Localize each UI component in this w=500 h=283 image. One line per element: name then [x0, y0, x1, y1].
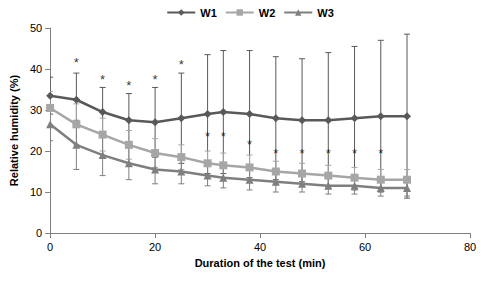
svg-text:0: 0 — [47, 241, 53, 253]
svg-text:60: 60 — [359, 241, 371, 253]
svg-text:*: * — [352, 146, 357, 161]
svg-text:*: * — [126, 78, 131, 93]
svg-text:*: * — [300, 146, 305, 161]
svg-text:20: 20 — [30, 145, 42, 157]
svg-text:*: * — [247, 137, 252, 152]
svg-text:Duration of the test (min): Duration of the test (min) — [195, 257, 326, 269]
svg-text:*: * — [153, 72, 158, 87]
svg-text:50: 50 — [30, 22, 42, 34]
svg-text:*: * — [179, 57, 184, 72]
svg-text:*: * — [100, 72, 105, 87]
svg-text:*: * — [378, 146, 383, 161]
svg-text:*: * — [273, 146, 278, 161]
svg-text:30: 30 — [30, 104, 42, 116]
svg-text:10: 10 — [30, 186, 42, 198]
svg-text:W3: W3 — [317, 7, 334, 19]
svg-text:W1: W1 — [200, 7, 217, 19]
svg-text:20: 20 — [149, 241, 161, 253]
svg-text:*: * — [221, 129, 226, 144]
svg-text:*: * — [205, 129, 210, 144]
svg-text:*: * — [326, 146, 331, 161]
svg-text:80: 80 — [464, 241, 476, 253]
svg-text:W2: W2 — [259, 7, 276, 19]
svg-text:0: 0 — [36, 227, 42, 239]
svg-text:*: * — [74, 55, 79, 70]
svg-text:40: 40 — [30, 63, 42, 75]
svg-text:40: 40 — [254, 241, 266, 253]
svg-text:Relative humidity (%): Relative humidity (%) — [8, 75, 20, 187]
